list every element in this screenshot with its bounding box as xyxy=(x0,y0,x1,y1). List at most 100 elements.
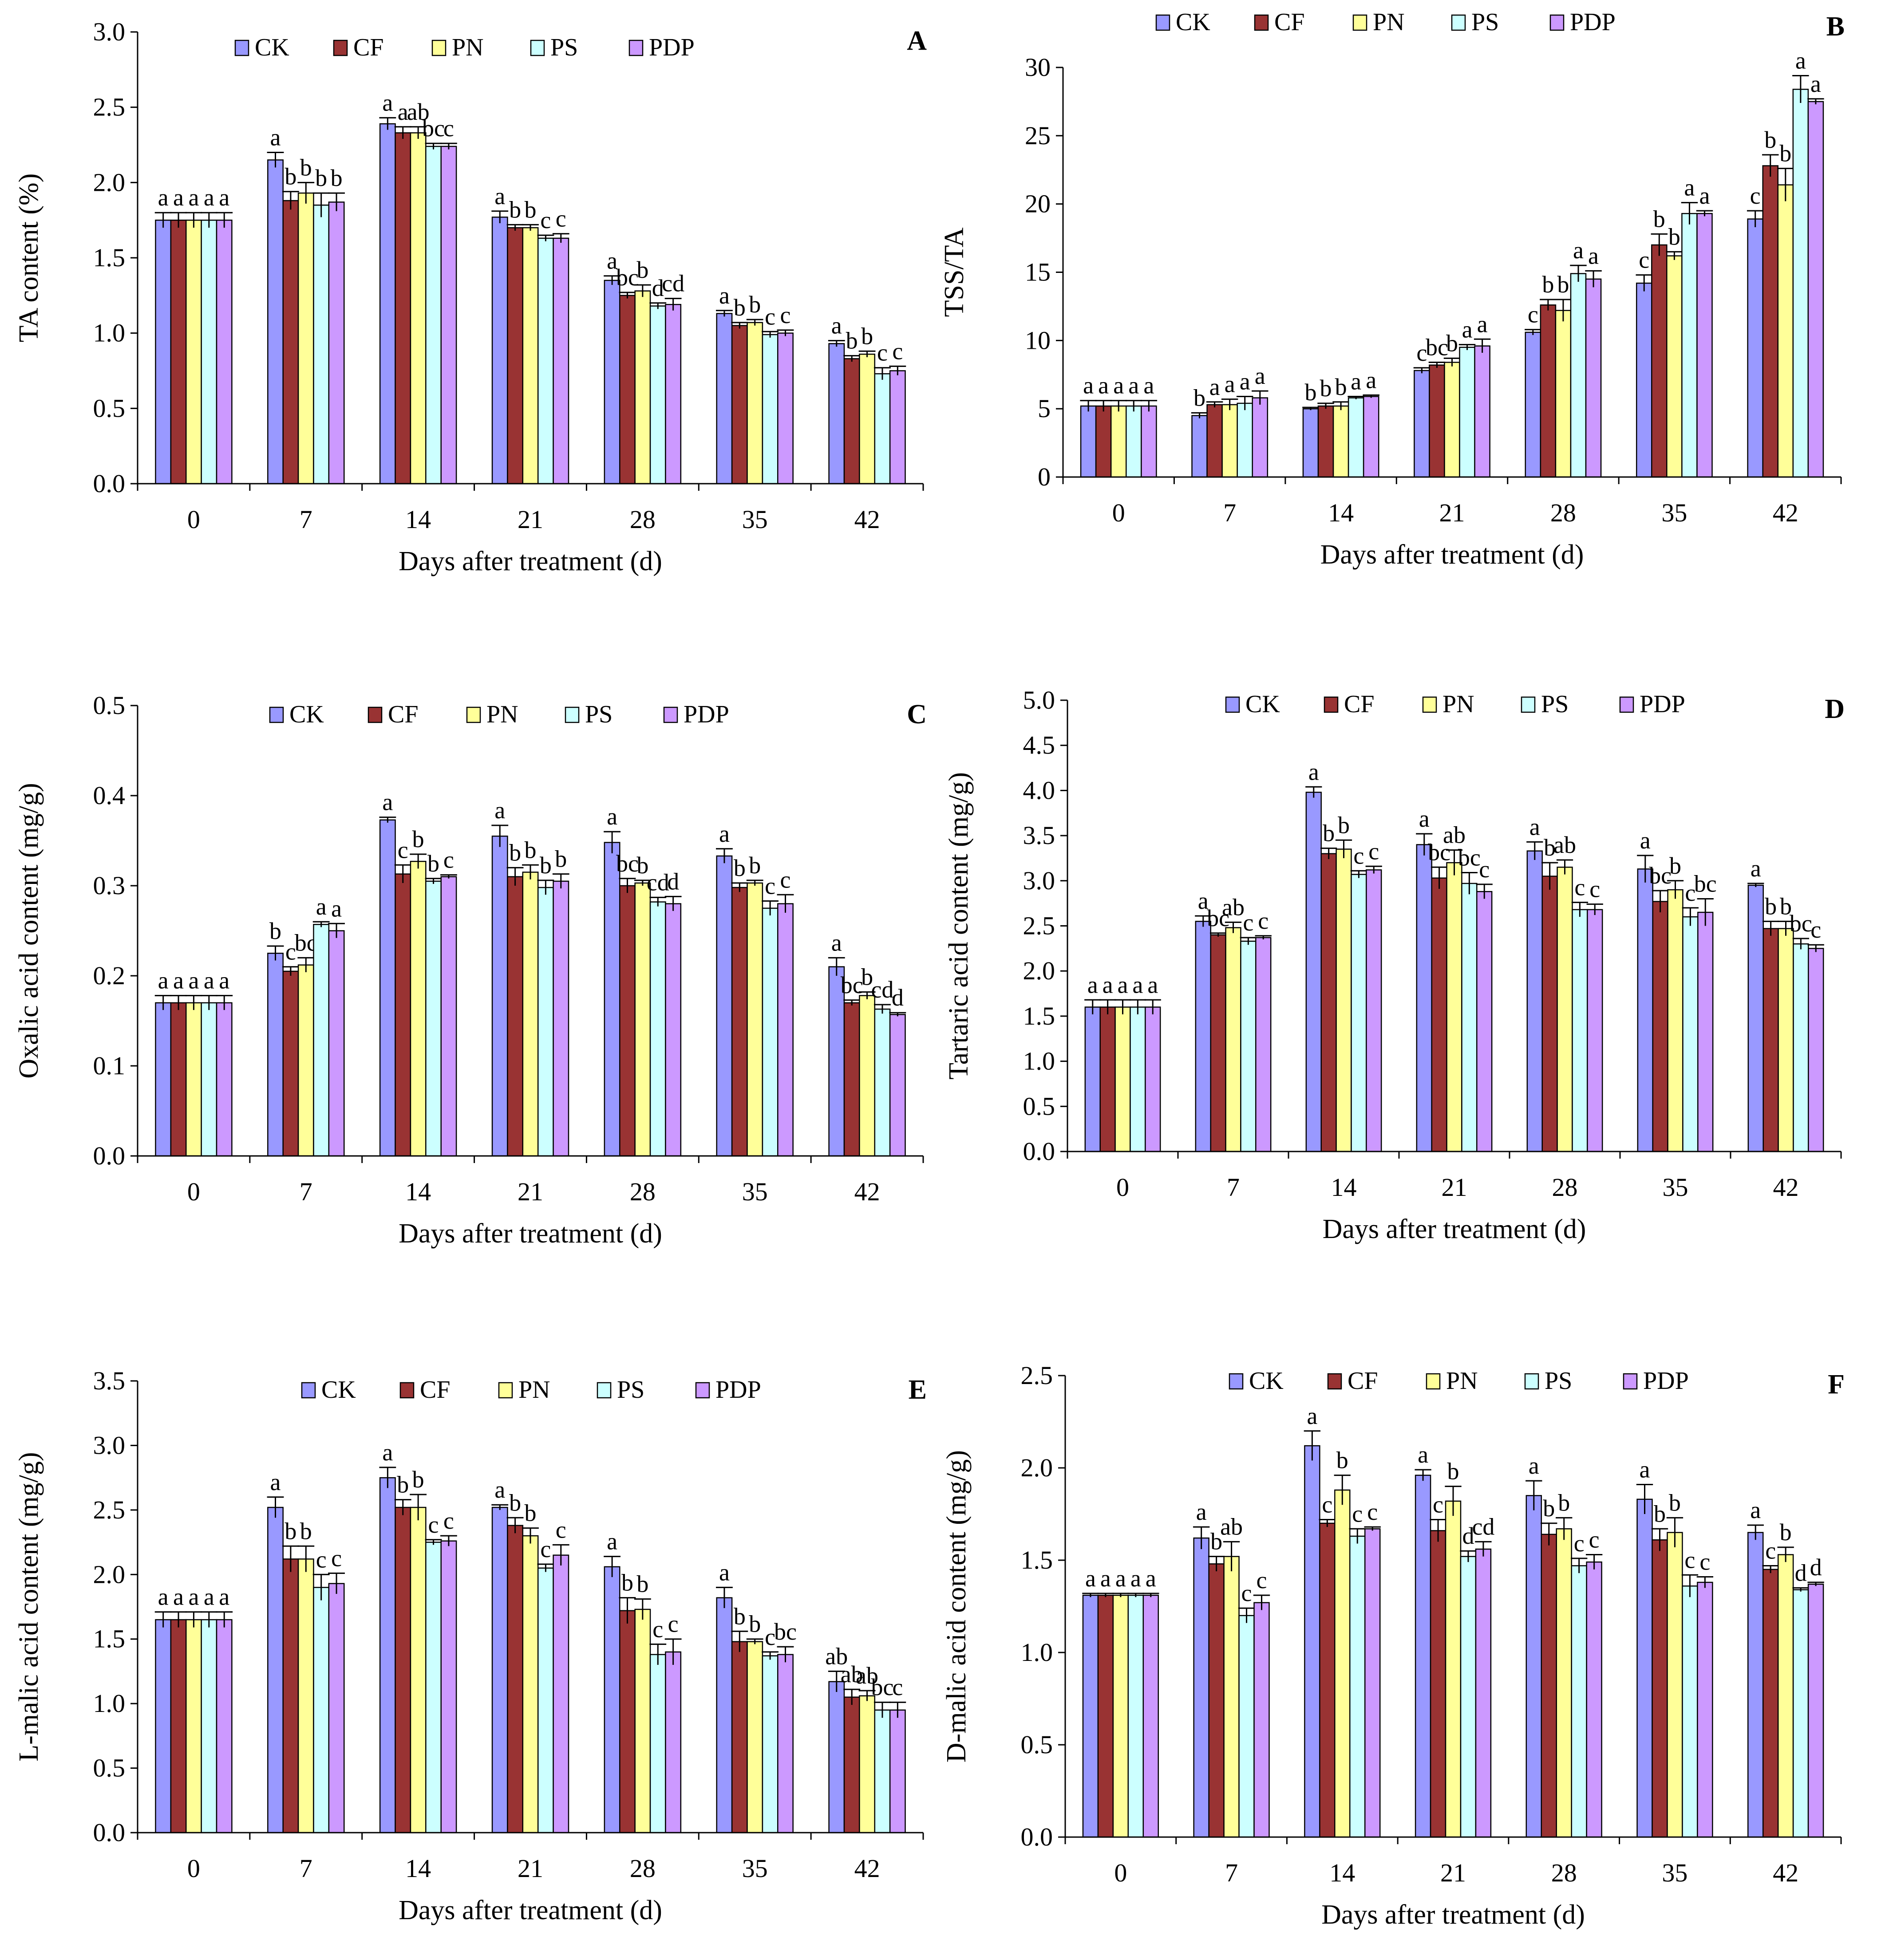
y-tick-label: 3.0 xyxy=(93,17,126,46)
legend-swatch-ps xyxy=(530,39,545,56)
legend-swatch-pdp xyxy=(1549,14,1565,31)
bar-ck xyxy=(1302,408,1319,478)
bar-cf xyxy=(395,132,411,485)
significance-label: a xyxy=(1699,182,1710,209)
significance-label: a xyxy=(188,184,199,211)
significance-label: a xyxy=(1132,971,1143,998)
significance-label: c xyxy=(892,338,903,364)
significance-label: bc xyxy=(871,1674,893,1700)
x-tick-label: 28 xyxy=(630,1854,656,1883)
bar-pdp xyxy=(1585,278,1602,478)
significance-label: c xyxy=(1433,1491,1443,1518)
significance-label: a xyxy=(494,183,505,209)
significance-label: a xyxy=(607,803,617,830)
significance-label: c xyxy=(331,1545,342,1571)
bar-pdp xyxy=(216,219,233,485)
significance-label: b xyxy=(1668,223,1680,250)
x-tick-label: 35 xyxy=(1662,1858,1687,1887)
y-tick-label: 3.5 xyxy=(1023,821,1055,850)
bar-cf xyxy=(282,1558,299,1834)
bar-ps xyxy=(762,1655,779,1834)
significance-label: a xyxy=(1196,1499,1207,1525)
significance-label: a xyxy=(719,1559,730,1585)
bar-pdp xyxy=(665,1651,682,1834)
legend-swatch-pn xyxy=(498,1382,513,1399)
significance-label: b xyxy=(1335,374,1347,400)
bar-ck xyxy=(267,1506,284,1834)
significance-label: a xyxy=(1418,1441,1428,1468)
bar-ps xyxy=(1792,88,1809,478)
bar-pdp xyxy=(553,880,569,1157)
x-tick-label: 0 xyxy=(187,1854,200,1883)
legend-label: CF xyxy=(420,1376,451,1404)
bar-pn xyxy=(185,219,202,485)
y-tick-label: 0.5 xyxy=(1023,1092,1055,1120)
significance-label: b xyxy=(636,256,648,283)
significance-label: c xyxy=(652,1616,663,1642)
y-tick-label: 3.0 xyxy=(93,1431,126,1459)
significance-label: c xyxy=(1528,301,1538,328)
x-tick-label: 21 xyxy=(1439,498,1465,527)
x-tick-label: 35 xyxy=(1663,1173,1688,1202)
legend-label: PDP xyxy=(684,701,729,728)
x-tick-label: 14 xyxy=(1328,498,1354,527)
bar-ps xyxy=(201,1619,217,1834)
bar-ps xyxy=(425,146,442,485)
significance-label: a xyxy=(719,282,730,309)
bar-pdp xyxy=(440,146,457,485)
significance-label: a xyxy=(1529,813,1540,840)
bar-ps xyxy=(1793,943,1809,1152)
significance-label: b xyxy=(427,850,439,877)
legend-label: CK xyxy=(289,701,324,728)
bar-pdp xyxy=(1366,869,1382,1152)
significance-label: a xyxy=(1100,1565,1111,1592)
legend-swatch-ck xyxy=(269,706,284,723)
significance-label: cd xyxy=(871,976,893,1003)
bar-cf xyxy=(1541,875,1558,1152)
y-tick-label: 0.1 xyxy=(93,1051,126,1080)
bar-ps xyxy=(1571,1565,1587,1838)
x-tick-label: 7 xyxy=(1227,1173,1240,1202)
legend-swatch-ck xyxy=(301,1382,316,1399)
significance-label: c xyxy=(540,207,551,233)
bar-cf xyxy=(1319,1522,1336,1838)
legend: CK CF PN PS PDP xyxy=(1225,690,1685,718)
significance-label: a xyxy=(607,1528,617,1555)
x-tick-label: 21 xyxy=(518,1854,543,1883)
bar-ck xyxy=(1636,282,1652,478)
bar-cf xyxy=(170,1619,187,1834)
significance-label: b xyxy=(1654,1500,1666,1527)
bar-ps xyxy=(1570,273,1587,478)
significance-label: a xyxy=(398,99,408,125)
x-tick-label: 0 xyxy=(187,1177,200,1206)
significance-label: a xyxy=(270,124,281,150)
significance-label: b xyxy=(540,852,552,879)
legend-label: CK xyxy=(321,1376,356,1404)
significance-label: b xyxy=(734,294,746,321)
bar-ck xyxy=(491,217,508,485)
bar-pdp xyxy=(1474,345,1490,478)
bar-ck xyxy=(604,842,620,1157)
significance-label: b xyxy=(1542,271,1554,298)
significance-label: d xyxy=(1810,1554,1822,1581)
bar-ps xyxy=(313,924,330,1157)
y-tick-label: 1.0 xyxy=(1021,1638,1053,1667)
x-tick-label: 21 xyxy=(1442,1173,1467,1202)
bar-ps xyxy=(649,901,666,1157)
legend-swatch-cf xyxy=(333,39,348,56)
x-tick-label: 28 xyxy=(1550,498,1576,527)
y-tick-label: 30 xyxy=(1025,53,1051,82)
significance-label: a xyxy=(1640,827,1651,854)
bar-ps xyxy=(649,305,666,485)
x-tick-label: 21 xyxy=(1440,1858,1466,1887)
panel-d: 0.00.51.01.52.02.53.03.54.04.55.00a a a a a7… xyxy=(944,686,1845,1244)
legend-swatch-ps xyxy=(1451,14,1466,31)
significance-label: b xyxy=(636,1571,648,1597)
x-tick-label: 42 xyxy=(854,1177,880,1206)
significance-label: b xyxy=(1304,379,1316,406)
y-tick-label: 0.0 xyxy=(1023,1137,1055,1166)
significance-label: b xyxy=(525,196,537,223)
significance-label: a xyxy=(173,1584,184,1610)
bar-pn xyxy=(1777,1554,1794,1838)
